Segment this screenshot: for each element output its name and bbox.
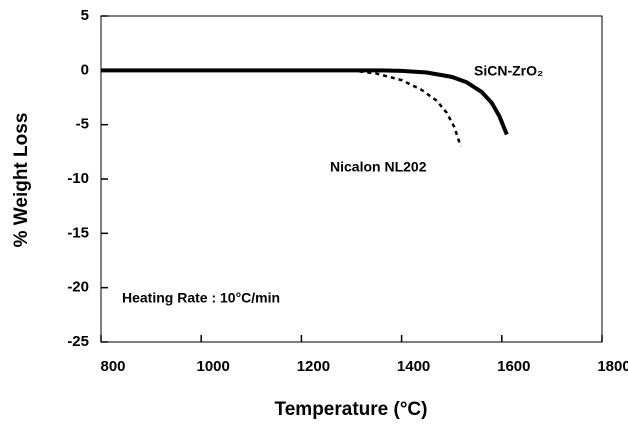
y-tick-label: -5 (76, 116, 89, 133)
y-tick-label: -10 (67, 170, 89, 187)
series-label: SiCN-ZrO₂ (474, 63, 543, 79)
y-tick-label: -20 (67, 279, 89, 296)
line (101, 68, 509, 136)
x-tick-label: 800 (100, 358, 125, 375)
annotation: Heating Rate : 10°C/min (122, 290, 280, 306)
series-label: Nicalon NL202 (330, 159, 427, 175)
y-tick-label: -25 (67, 333, 89, 350)
x-tick-label: 1000 (197, 358, 230, 375)
x-tick-label: 1200 (297, 358, 330, 375)
x-axis-title: Temperature (°C) (275, 399, 428, 420)
y-tick-label: -15 (67, 224, 89, 241)
y-axis-title: % Weight Loss (11, 113, 32, 248)
x-tick-label: 1600 (497, 358, 530, 375)
line (351, 69, 462, 147)
y-tick-label: 5 (81, 7, 89, 24)
x-tick-label: 1800 (597, 358, 628, 375)
y-tick-label: 0 (81, 61, 89, 78)
x-tick-label: 1400 (397, 358, 430, 375)
